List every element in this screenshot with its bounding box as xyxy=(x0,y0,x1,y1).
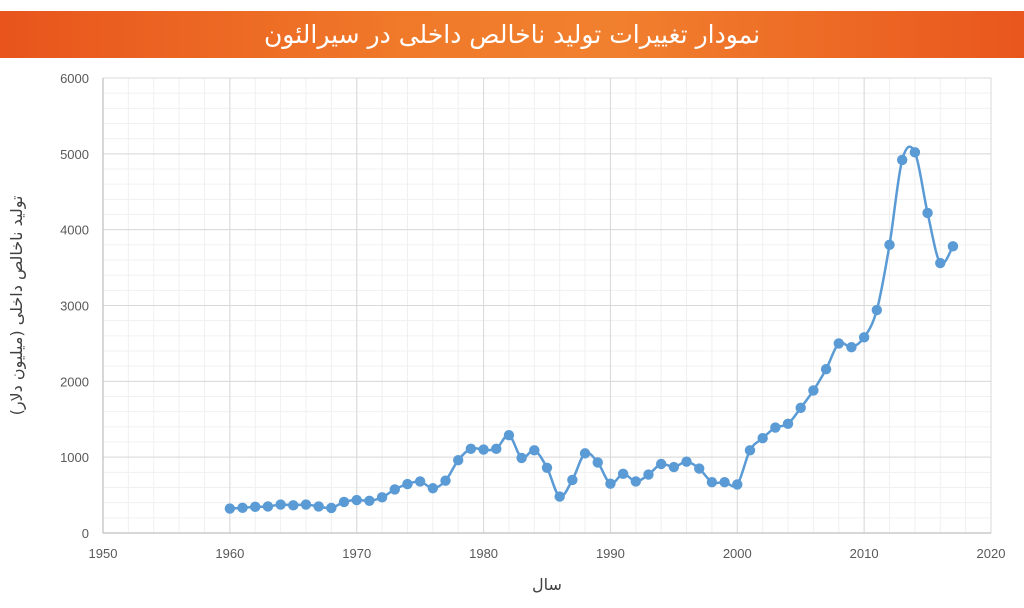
y-tick-label: 4000 xyxy=(60,223,89,238)
data-point xyxy=(617,468,629,480)
data-point xyxy=(719,476,730,488)
data-point xyxy=(922,207,933,219)
data-point xyxy=(364,495,375,506)
data-point xyxy=(846,342,857,353)
x-tick-label: 1970 xyxy=(342,546,371,561)
series-line xyxy=(229,145,955,510)
x-tick-label: 1990 xyxy=(596,546,625,561)
y-tick-label: 0 xyxy=(82,526,89,541)
data-point xyxy=(541,462,553,473)
data-point xyxy=(414,476,426,487)
data-point xyxy=(516,452,527,464)
data-point xyxy=(440,475,451,486)
data-point xyxy=(338,496,350,508)
data-point xyxy=(288,500,299,511)
data-point xyxy=(909,147,921,158)
chart-title: نمودار تغییرات تولید ناخالص داخلی در سیر… xyxy=(263,20,761,49)
data-point xyxy=(706,476,718,488)
data-point xyxy=(694,463,705,474)
y-tick-label: 6000 xyxy=(60,71,89,86)
data-point xyxy=(300,499,312,510)
x-tick-label: 1960 xyxy=(215,546,244,561)
data-point xyxy=(782,418,794,429)
data-point xyxy=(465,443,477,455)
data-point xyxy=(808,385,819,396)
data-point xyxy=(262,501,274,512)
data-point xyxy=(579,448,591,459)
data-point xyxy=(402,478,413,490)
data-point xyxy=(947,241,959,252)
data-point xyxy=(630,476,641,487)
data-point xyxy=(567,474,578,486)
data-point xyxy=(453,455,464,466)
data-point xyxy=(681,456,692,467)
data-point xyxy=(250,501,261,513)
data-point xyxy=(376,492,388,503)
data-point xyxy=(770,422,781,433)
x-tick-label: 2010 xyxy=(850,546,879,561)
data-point xyxy=(351,494,362,506)
axes xyxy=(102,78,991,534)
data-point xyxy=(605,478,616,489)
data-point xyxy=(833,338,844,349)
x-tick-label: 2020 xyxy=(977,546,1006,561)
data-point xyxy=(491,443,502,455)
x-axis-title: سال xyxy=(532,575,562,594)
title-bar: نمودار تغییرات تولید ناخالص داخلی در سیر… xyxy=(0,11,1024,58)
data-point xyxy=(935,257,946,269)
data-point xyxy=(326,502,337,514)
data-point xyxy=(871,304,883,316)
y-tick-label: 5000 xyxy=(60,147,89,162)
data-point xyxy=(897,154,908,166)
data-point xyxy=(643,469,654,480)
y-axis-tick-labels: 0 1000 2000 3000 4000 5000 6000 xyxy=(60,71,89,541)
data-point xyxy=(795,402,806,414)
x-tick-label: 1950 xyxy=(89,546,118,561)
data-point xyxy=(224,503,236,514)
data-point xyxy=(820,364,832,375)
data-point xyxy=(668,461,680,473)
data-point xyxy=(313,501,324,512)
data-point xyxy=(757,433,768,444)
data-point xyxy=(478,444,489,455)
x-tick-label: 2000 xyxy=(723,546,752,561)
x-tick-label: 1980 xyxy=(469,546,498,561)
y-tick-label: 2000 xyxy=(60,374,89,389)
data-point xyxy=(275,499,286,510)
data-point xyxy=(732,479,743,490)
data-point xyxy=(592,457,603,468)
data-point xyxy=(858,332,870,343)
data-point xyxy=(529,445,540,456)
data-point xyxy=(237,502,248,514)
data-point xyxy=(427,483,439,494)
data-point xyxy=(884,239,895,251)
y-tick-label: 3000 xyxy=(60,299,89,314)
data-point xyxy=(554,491,565,502)
data-points xyxy=(224,147,959,514)
data-point xyxy=(389,484,400,495)
data-point xyxy=(503,429,515,441)
data-point xyxy=(655,458,667,470)
x-axis-tick-labels: 1950 1960 1970 1980 1990 2000 2010 2020 xyxy=(89,546,1006,561)
data-point xyxy=(744,445,756,456)
y-tick-label: 1000 xyxy=(60,450,89,465)
y-axis-title: تولید ناخالص داخلی (میلیون دلار) xyxy=(7,196,27,416)
